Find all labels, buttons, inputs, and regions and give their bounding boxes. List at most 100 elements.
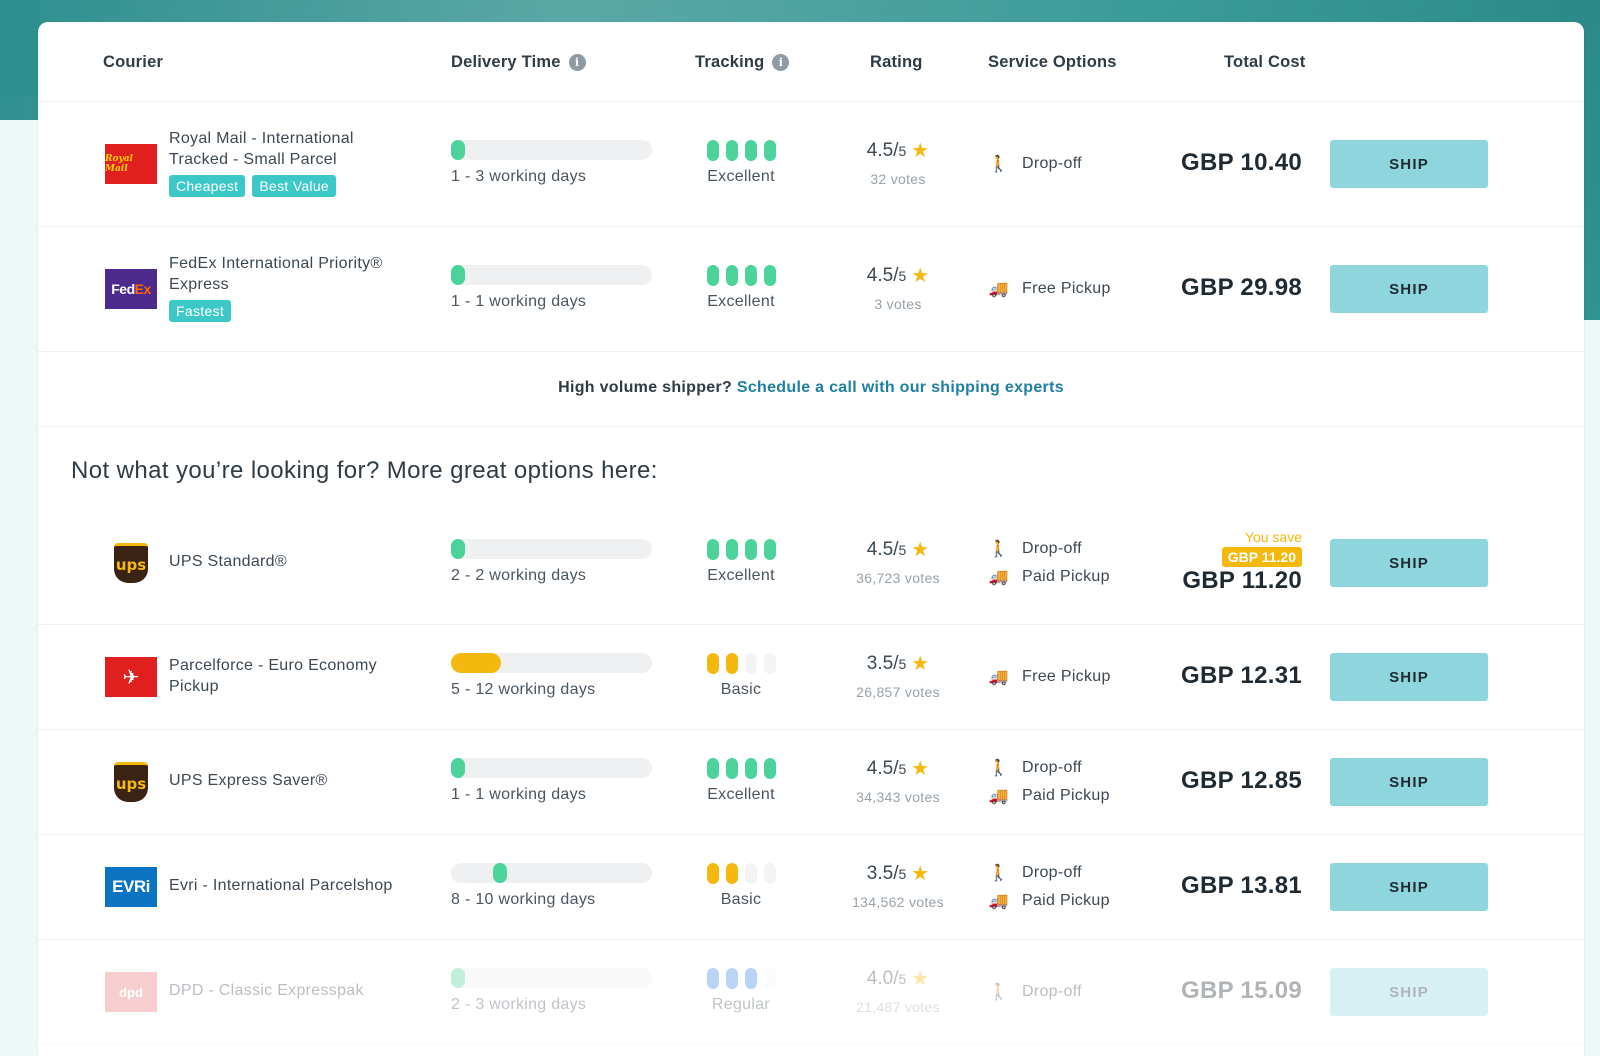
service-option-label: Free Pickup bbox=[1022, 668, 1111, 685]
rating-number: 4.5/ bbox=[866, 139, 899, 161]
ship-button[interactable]: SHIP bbox=[1330, 863, 1488, 911]
rating: 4.5/5 ★ 32 votes bbox=[838, 138, 958, 188]
rating-denominator: 5 bbox=[898, 760, 907, 777]
courier-name-text: Evri - International Parcelshop bbox=[169, 877, 393, 894]
result-row: Royal Mail Royal Mail - International Tra… bbox=[38, 102, 1584, 227]
royal-mail-logo: Royal Mail bbox=[105, 144, 157, 184]
rating-votes: 34,343 votes bbox=[856, 789, 940, 805]
tracking-pill bbox=[706, 863, 719, 884]
delivery-text: 8 - 10 working days bbox=[451, 891, 596, 908]
tracking-pill bbox=[706, 968, 719, 989]
ship-button[interactable]: SHIP bbox=[1330, 539, 1488, 587]
ship-button[interactable]: SHIP bbox=[1330, 758, 1488, 806]
tracking-pills bbox=[696, 265, 786, 286]
price: GBP 12.85 bbox=[1180, 767, 1302, 794]
rating-number: 4.0/ bbox=[866, 967, 899, 989]
fedex-logo: Fed Ex bbox=[105, 269, 157, 309]
tracking-pills bbox=[696, 653, 786, 674]
total-cost: You save GBP 11.20 GBP 11.20 bbox=[1182, 529, 1302, 595]
delivery-text: 2 - 3 working days bbox=[451, 996, 587, 1013]
courier-name: UPS Standard® bbox=[169, 551, 409, 572]
courier-badges: Fastest bbox=[169, 300, 409, 322]
ups-logo: ups bbox=[105, 543, 157, 583]
tracking-pills bbox=[696, 539, 786, 560]
delivery-bar bbox=[451, 863, 652, 883]
total-cost: GBP 13.81 bbox=[1181, 872, 1302, 900]
tracking-pill bbox=[763, 968, 776, 989]
delivery-bar bbox=[451, 968, 652, 988]
star-icon: ★ bbox=[911, 968, 930, 990]
tracking-pill bbox=[706, 758, 719, 779]
tracking-pill bbox=[725, 265, 738, 286]
delivery-time: 2 - 3 working days bbox=[451, 968, 653, 1014]
cta-text: High volume shipper? bbox=[558, 379, 733, 396]
courier-name: FedEx International Priority® Express Fas… bbox=[169, 253, 409, 322]
courier-name: Royal Mail - International Tracked - Sma… bbox=[169, 128, 409, 197]
badge-cheapest: Cheapest bbox=[169, 175, 246, 197]
ship-button[interactable]: SHIP bbox=[1330, 968, 1488, 1016]
star-icon: ★ bbox=[911, 653, 930, 675]
rating-score: 3.5/5 bbox=[867, 863, 907, 885]
rating-number: 4.5/ bbox=[866, 757, 899, 779]
col-rating-label: Rating bbox=[870, 53, 923, 71]
rating-denominator: 5 bbox=[898, 267, 907, 284]
rating-votes: 36,723 votes bbox=[856, 570, 940, 586]
rating-number: 3.5/ bbox=[866, 862, 899, 884]
rating: 4.5/5 ★ 3 votes bbox=[838, 263, 958, 313]
rating-denominator: 5 bbox=[898, 865, 907, 882]
tracking-pill bbox=[744, 863, 757, 884]
service-option: 🚶 Drop-off bbox=[988, 150, 1158, 178]
tracking-pills bbox=[696, 863, 786, 884]
tracking-info-icon[interactable]: i bbox=[772, 54, 790, 71]
total-cost: GBP 15.09 bbox=[1181, 977, 1302, 1005]
tracking-pills bbox=[696, 140, 786, 161]
tracking-pills bbox=[696, 968, 786, 989]
rating-value: 4.5/5 ★ bbox=[838, 138, 958, 163]
price: GBP 11.20 bbox=[1182, 567, 1302, 594]
rating-votes: 134,562 votes bbox=[852, 894, 944, 910]
tracking-pill bbox=[744, 758, 757, 779]
parcelforce-logo: ✈ bbox=[105, 657, 157, 697]
courier-name: Parcelforce - Euro Economy Pickup bbox=[169, 655, 409, 697]
more-options-title: Not what you’re looking for? More great … bbox=[71, 457, 658, 484]
service-option-label: Drop-off bbox=[1022, 155, 1082, 172]
badge-best-value: Best Value bbox=[252, 175, 337, 197]
truck-icon: 🚚 bbox=[988, 893, 1010, 910]
truck-icon: 🚚 bbox=[988, 788, 1010, 805]
tracking-pill bbox=[763, 758, 776, 779]
service-option-label: Drop-off bbox=[1022, 759, 1082, 776]
price: GBP 29.98 bbox=[1180, 274, 1302, 301]
rating-denominator: 5 bbox=[898, 655, 907, 672]
ship-button[interactable]: SHIP bbox=[1330, 265, 1488, 313]
service-options: 🚶 Drop-off bbox=[988, 150, 1158, 178]
service-options: 🚶 Drop-off bbox=[988, 978, 1158, 1006]
rating-votes: 21,487 votes bbox=[856, 999, 940, 1015]
rating-value: 4.5/5 ★ bbox=[838, 263, 958, 288]
result-row: EVRi Evri - International Parcelshop 8 - 1… bbox=[38, 835, 1584, 940]
ship-button[interactable]: SHIP bbox=[1330, 653, 1488, 701]
tracking-text: Excellent bbox=[707, 168, 775, 185]
courier-name-text: Parcelforce - Euro Economy Pickup bbox=[169, 657, 377, 695]
schedule-call-link[interactable]: Schedule a call with our shipping expert… bbox=[736, 379, 1064, 396]
background-accent-left bbox=[0, 0, 40, 95]
delivery-text: 1 - 1 working days bbox=[451, 786, 587, 803]
courier-badges: Cheapest Best Value bbox=[169, 175, 409, 197]
tracking-pill bbox=[725, 968, 738, 989]
delivery-time: 1 - 1 working days bbox=[451, 265, 653, 311]
tracking-pill bbox=[763, 539, 776, 560]
delivery-time: 1 - 3 working days bbox=[451, 140, 653, 186]
service-option: 🚚 Free Pickup bbox=[988, 275, 1158, 303]
delivery-time: 8 - 10 working days bbox=[451, 863, 653, 909]
rating-value: 4.5/5 ★ bbox=[838, 537, 958, 562]
ship-button[interactable]: SHIP bbox=[1330, 140, 1488, 188]
rating-denominator: 5 bbox=[898, 142, 907, 159]
delivery-info-icon[interactable]: i bbox=[568, 54, 586, 71]
tracking-text: Excellent bbox=[707, 567, 775, 584]
service-option: 🚚 Paid Pickup bbox=[988, 563, 1158, 591]
service-option-label: Paid Pickup bbox=[1022, 892, 1110, 909]
courier-name-text: DPD - Classic Expresspak bbox=[169, 982, 364, 999]
price: GBP 15.09 bbox=[1180, 977, 1302, 1004]
delivery-bar bbox=[451, 653, 652, 673]
delivery-text: 2 - 2 working days bbox=[451, 567, 587, 584]
courier-name-text: Royal Mail - International Tracked - Sma… bbox=[169, 130, 354, 168]
